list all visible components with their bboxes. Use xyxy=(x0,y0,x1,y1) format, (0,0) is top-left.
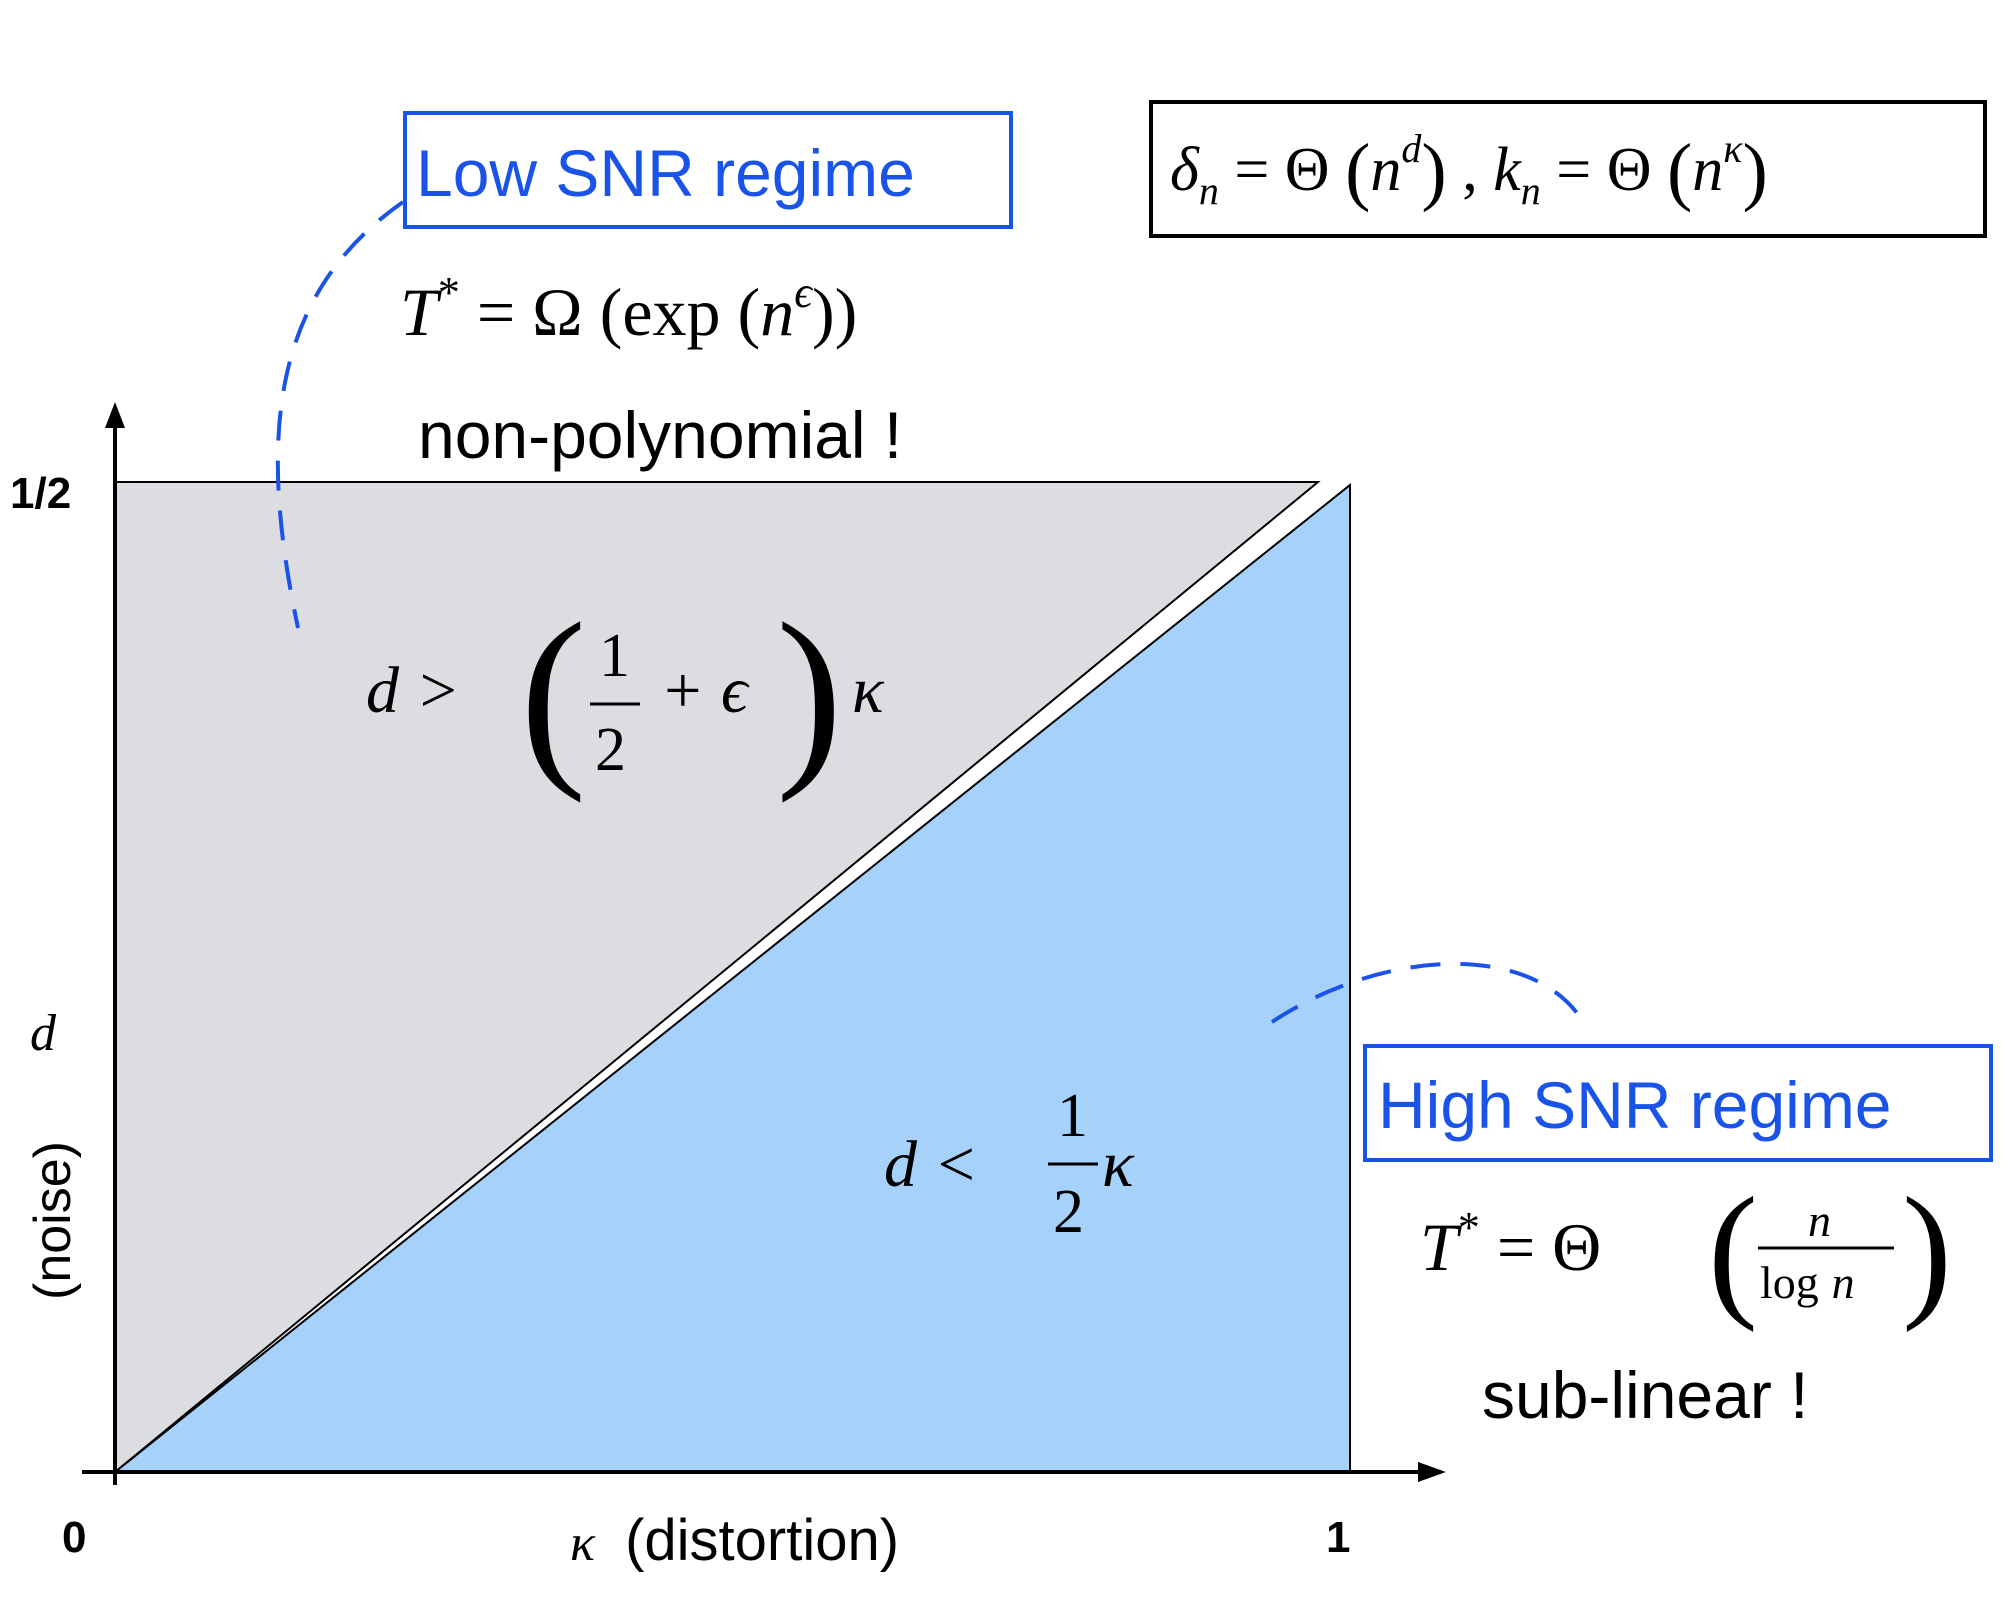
low-condition-right-paren: ) xyxy=(776,583,843,804)
high-snr-note: sub-linear ! xyxy=(1482,1358,1809,1432)
low-snr-title: Low SNR regime xyxy=(416,136,915,210)
high-t-denominator: log n xyxy=(1760,1256,1855,1308)
low-condition-left-paren: ( xyxy=(520,583,587,804)
low-condition-rhs: κ xyxy=(852,654,885,727)
high-snr-box xyxy=(1363,1044,1993,1162)
origin-label: 0 xyxy=(62,1513,86,1562)
high-snr-dashed-callout xyxy=(1270,962,1584,1024)
x-tick-one: 1 xyxy=(1326,1513,1350,1562)
low-condition-denominator: 2 xyxy=(595,716,626,784)
high-condition-lhs: d < xyxy=(884,1128,978,1201)
y-axis-label: (noise) xyxy=(24,1141,82,1300)
low-condition-lhs: d > xyxy=(366,654,460,727)
low-snr-complexity: T* = Ω (exp (nϵ)) xyxy=(400,268,857,350)
high-snr-complexity: T* = Θ xyxy=(1420,1203,1601,1285)
high-t-numerator: n xyxy=(1808,1195,1831,1246)
y-axis-symbol: d xyxy=(30,1005,57,1062)
low-condition-plus-eps: + ϵ xyxy=(660,654,750,727)
scaling-formula: δn = Θ (nd) , kn = Θ (nκ) xyxy=(1170,126,1768,213)
low-snr-box xyxy=(403,111,1013,229)
low-snr-note: non-polynomial ! xyxy=(418,398,902,472)
high-condition-rhs: κ xyxy=(1102,1128,1135,1201)
x-axis-arrowhead xyxy=(1418,1462,1446,1482)
high-t-right-paren: ) xyxy=(1902,1167,1952,1333)
high-t-left-paren: ( xyxy=(1708,1167,1758,1333)
high-snr-title: High SNR regime xyxy=(1378,1068,1892,1142)
low-snr-dashed-callout xyxy=(275,200,405,629)
y-tick-half: 1/2 xyxy=(10,469,71,518)
low-condition-numerator: 1 xyxy=(599,622,630,690)
high-condition-denominator: 2 xyxy=(1053,1178,1084,1246)
scaling-box xyxy=(1149,100,1987,238)
x-axis-label: κ (distortion) xyxy=(570,1508,899,1573)
y-axis-arrowhead xyxy=(105,402,125,428)
high-condition-numerator: 1 xyxy=(1057,1082,1088,1150)
